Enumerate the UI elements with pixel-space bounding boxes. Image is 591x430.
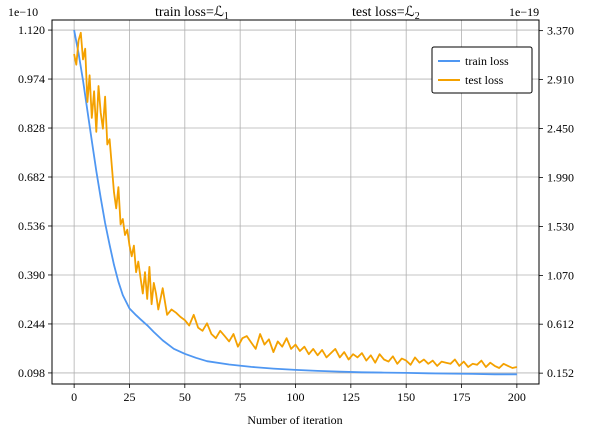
x-axis-label: Number of iteration bbox=[247, 413, 342, 427]
x-tick-label: 200 bbox=[508, 390, 526, 404]
y-tick-label-left: 1.120 bbox=[18, 23, 45, 37]
y-tick-label-left: 0.828 bbox=[18, 121, 45, 135]
y-tick-label-right: 1.070 bbox=[547, 268, 574, 282]
y-tick-label-right: 2.450 bbox=[547, 122, 574, 136]
y-tick-label-right: 0.612 bbox=[547, 317, 574, 331]
legend: train loss test loss bbox=[431, 46, 533, 94]
grid bbox=[52, 20, 539, 384]
x-tick-label: 125 bbox=[342, 390, 360, 404]
series-line-train-loss bbox=[73, 29, 517, 376]
y-tick-label-right: 1.990 bbox=[547, 171, 574, 185]
y-tick-label-right: 2.910 bbox=[547, 73, 574, 87]
axes-layer: 0 25 50 75 100 125 150 175 200 0.098 0.244 0.390 0.5… bbox=[18, 23, 574, 404]
y-tick-label-right: 1.530 bbox=[547, 219, 574, 233]
y-tick-label-right: 3.370 bbox=[547, 24, 574, 38]
title-right: test loss=ℒ2 bbox=[352, 5, 420, 22]
right-scale-label: 1e−19 bbox=[509, 5, 539, 19]
x-tick-label: 150 bbox=[397, 390, 415, 404]
y-tick-label-left: 0.682 bbox=[18, 170, 45, 184]
x-tick-label: 25 bbox=[123, 390, 135, 404]
x-tick-label: 0 bbox=[71, 390, 77, 404]
legend-label-train-loss: train loss bbox=[465, 54, 509, 68]
title-right-subscript: 2 bbox=[415, 11, 420, 22]
left-scale-label: 1e−10 bbox=[8, 5, 38, 19]
y-tick-label-left: 0.974 bbox=[18, 72, 45, 86]
series-line-test-loss bbox=[73, 31, 518, 369]
legend-label-test-loss: test loss bbox=[465, 73, 504, 87]
y-tick-label-left: 0.244 bbox=[18, 317, 45, 331]
y-tick-label-left: 0.536 bbox=[18, 219, 45, 233]
x-tick-label: 50 bbox=[179, 390, 191, 404]
x-tick-label: 100 bbox=[287, 390, 305, 404]
title-left-subscript: 1 bbox=[224, 11, 229, 22]
y-tick-label-left: 0.390 bbox=[18, 268, 45, 282]
legend-box bbox=[431, 46, 533, 94]
title-right-text: test loss=ℒ bbox=[352, 5, 415, 20]
y-tick-label-right: 0.152 bbox=[547, 366, 574, 380]
x-tick-label: 75 bbox=[234, 390, 246, 404]
series-layer bbox=[73, 29, 518, 376]
x-tick-label: 175 bbox=[453, 390, 471, 404]
y-tick-label-left: 0.098 bbox=[18, 366, 45, 380]
title-left-text: train loss=ℒ bbox=[155, 5, 224, 20]
title-left: train loss=ℒ1 bbox=[155, 5, 229, 22]
